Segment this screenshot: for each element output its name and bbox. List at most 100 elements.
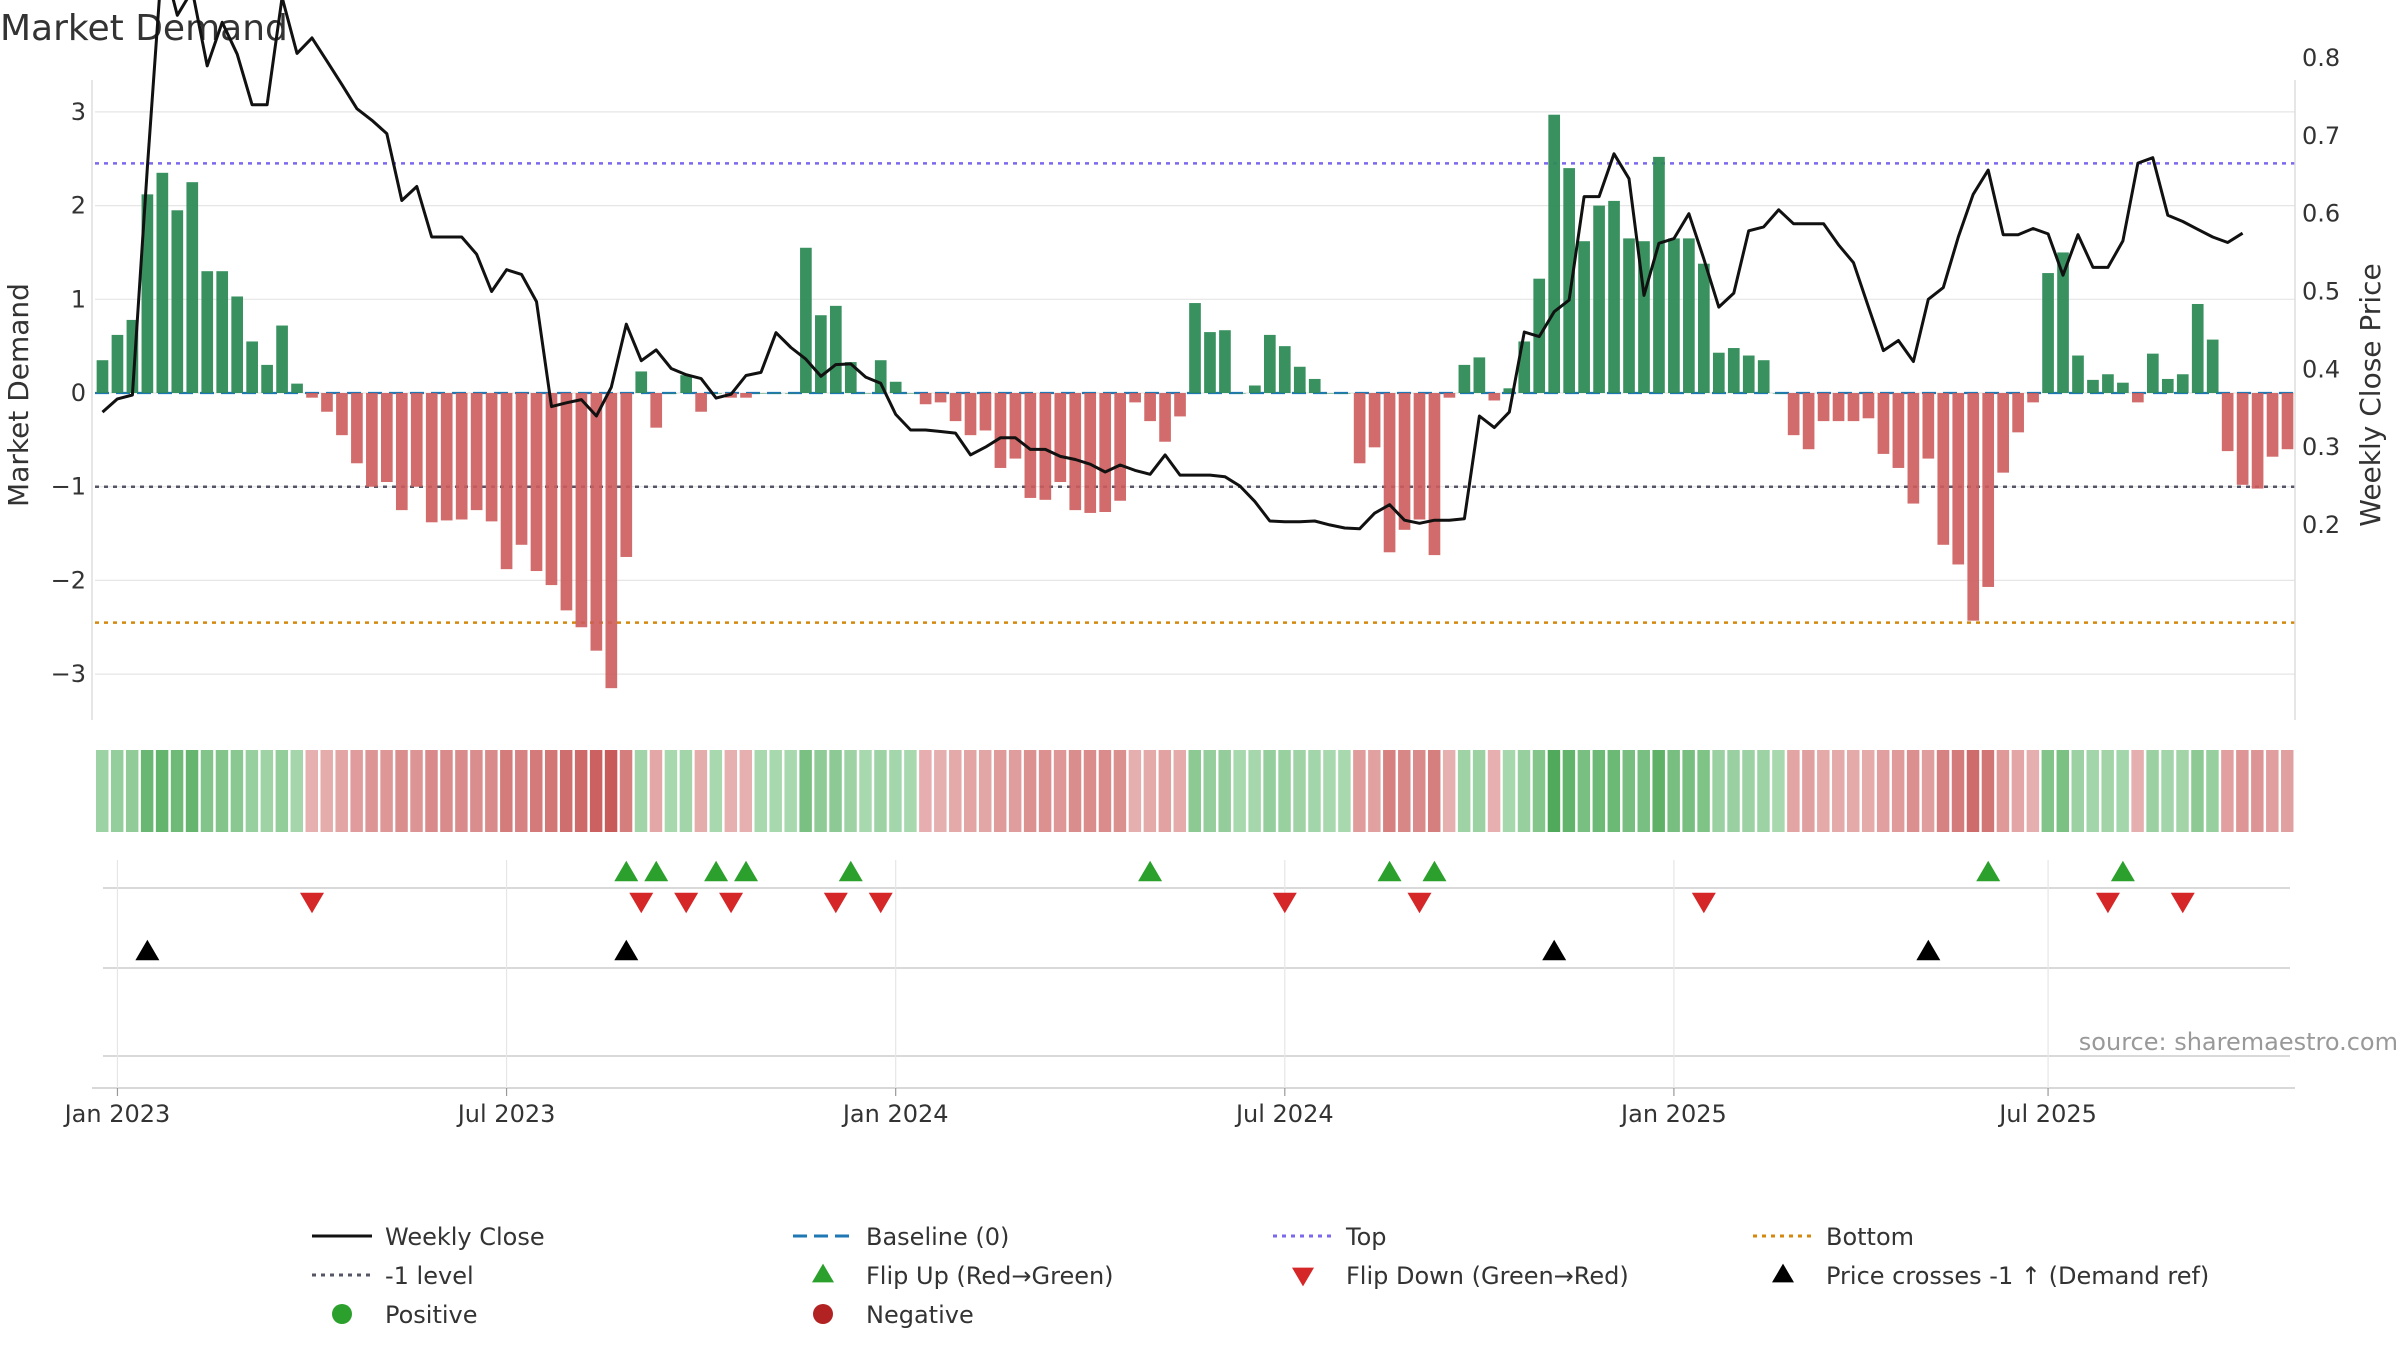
demand-bar [1593,205,1605,393]
heat-cell [1233,750,1246,832]
heat-cell [1457,750,1471,832]
heat-cell [155,750,169,832]
heat-cell [470,750,483,832]
heat-cell [395,750,408,832]
heat-cell [919,750,932,832]
price-cross-marker [1916,939,1941,961]
flip-up-marker [1422,860,1447,882]
flip-down-marker [2170,892,2195,914]
heat-cell [859,750,872,832]
heat-cell [1906,750,1920,832]
demand-bar [141,194,154,393]
right-tick-label: 0.2 [2302,511,2340,539]
demand-bar [2221,393,2234,452]
demand-bar [1458,364,1471,393]
heat-cell [2251,750,2264,832]
heat-cell [1832,750,1845,832]
heat-cell [634,750,648,832]
demand-bar [560,393,573,611]
legend-label: -1 level [385,1262,474,1290]
demand-bar [1638,241,1650,393]
heat-cell [844,750,857,832]
demand-bar [785,393,797,394]
demand-heat-strip [96,750,2294,832]
heat-cell [904,750,917,832]
demand-bar [1892,393,1905,468]
heat-cell [2221,750,2234,832]
heat-cell [1727,750,1740,832]
demand-bar [859,393,872,394]
demand-bar [979,393,992,431]
chart-title: Market Demand [0,8,288,49]
x-axis: Jan 2023 Jul 2023 Jan 2024 Jul 2024 Jan 2025… [63,1088,2097,1128]
heat-cell [1128,750,1142,832]
heat-cell [544,750,558,832]
demand-bar [1278,346,1291,393]
demand-bar [605,393,618,689]
demand-bar [889,381,902,393]
demand-bar [201,271,214,393]
heat-cell [1368,750,1381,832]
heat-cell [1652,750,1665,832]
heat-cell [440,750,453,832]
demand-bar [1847,393,1860,422]
demand-bar [1698,263,1710,393]
heat-cell [559,750,573,832]
heat-cell [784,750,797,832]
legend-label: Flip Down (Green→Red) [1346,1262,1629,1290]
demand-bar [1159,393,1171,442]
demand-bar [1338,393,1351,394]
flip-up-marker [1138,860,1163,882]
flip-up-marker [734,860,759,882]
demand-bar [2176,374,2189,393]
demand-bar [1473,357,1486,393]
heat-cell [604,750,618,832]
heat-cell [724,750,738,832]
demand-bar [306,393,318,398]
heat-cell [1487,750,1501,832]
demand-bar [440,393,453,521]
heat-cell [1966,750,1980,832]
price-cross-marker [135,939,160,961]
heat-cell [2191,750,2204,832]
x-tick-label: Jan 2023 [63,1100,171,1128]
demand-bar [321,393,333,412]
heat-cell [110,750,124,832]
demand-bar [2057,252,2069,393]
heat-cell [185,750,199,832]
demand-bar [829,305,842,393]
heat-cell [1383,750,1396,832]
demand-bar [1443,393,1456,398]
heat-cell [993,750,1007,832]
flip-up-marker [1976,860,2001,882]
left-axis-label: Market Demand [2,283,35,507]
demand-bar [575,393,588,628]
demand-bar [276,325,288,393]
flip-down-marker [1407,892,1432,914]
heat-cell [245,750,259,832]
demand-bar [545,393,558,586]
heat-cell [2146,750,2159,832]
legend-label: Negative [866,1301,974,1329]
demand-bar [111,334,124,393]
demand-bar [1653,156,1665,393]
demand-bar [1548,114,1561,393]
flip-down-marker [2095,892,2120,914]
demand-bar [815,315,827,393]
heat-cell [1607,750,1621,832]
demand-bar [1293,366,1306,393]
demand-bar [216,271,229,393]
x-tick-label: Jul 2023 [456,1100,556,1128]
heat-cell [425,750,438,832]
demand-bar [1099,393,1112,512]
demand-bar [934,393,947,403]
heat-cell [2281,750,2294,832]
demand-bar [1757,360,1770,393]
demand-bar [874,360,887,393]
demand-bar [1787,393,1800,436]
demand-bar [755,393,767,394]
demand-bar [1488,393,1501,401]
weekly-close-series [101,0,2244,531]
demand-bar [1817,393,1830,422]
